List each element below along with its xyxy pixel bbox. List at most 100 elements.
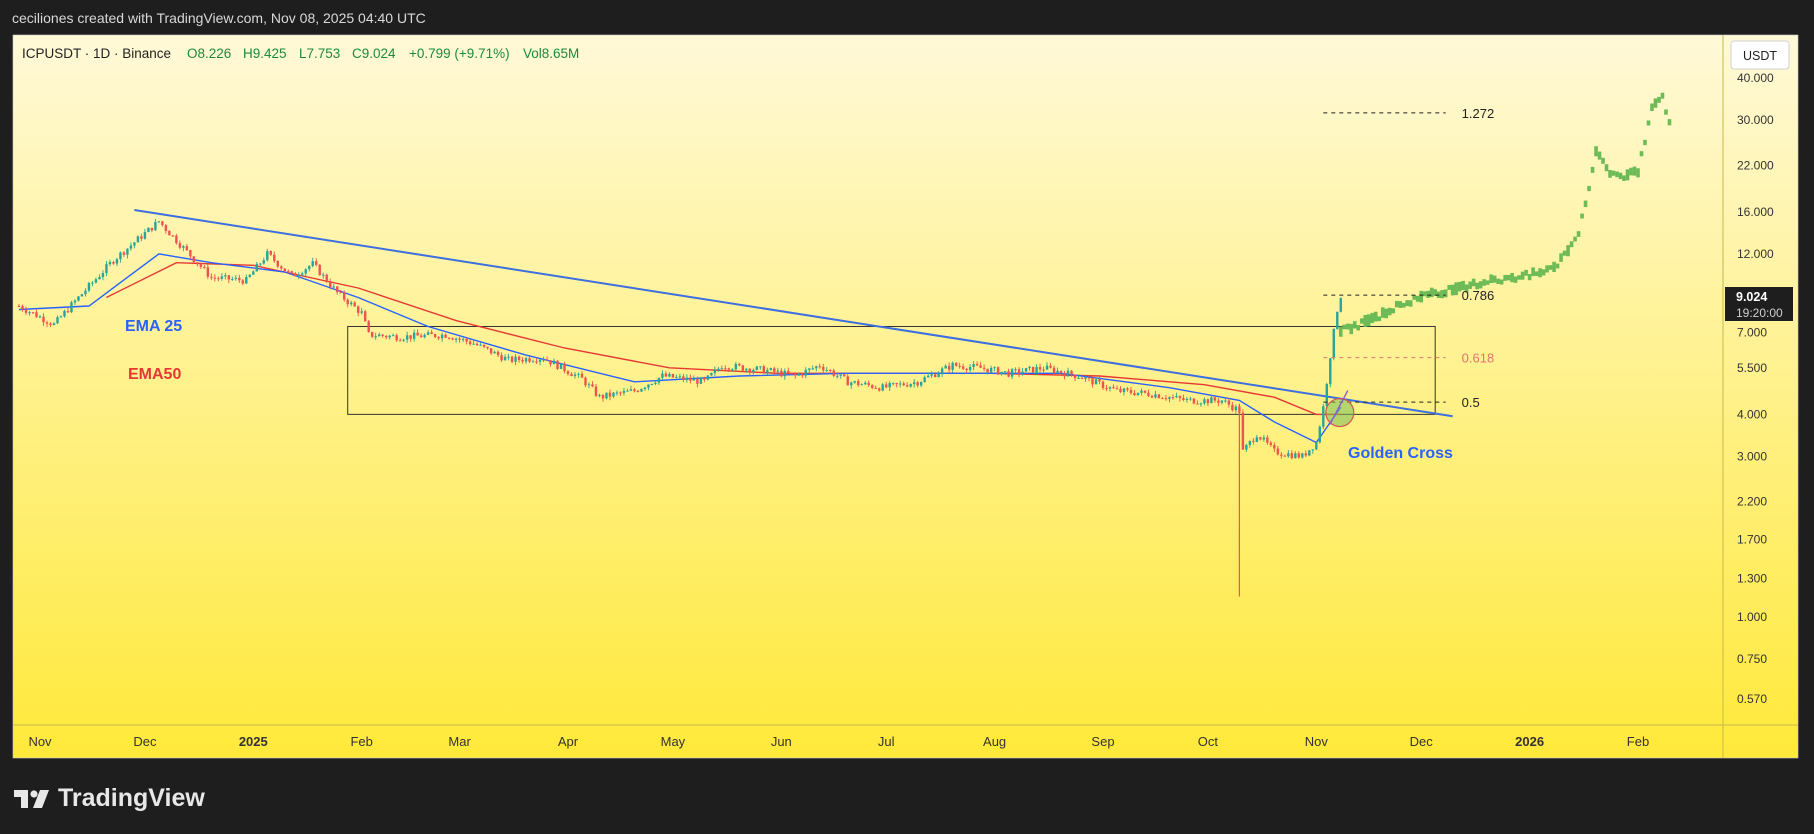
candle-body (454, 338, 458, 340)
price-axis-tick: 0.750 (1737, 652, 1767, 666)
candle-body (713, 369, 717, 373)
price-candle (1280, 451, 1283, 459)
projection-bar (1604, 164, 1609, 172)
candle-body (1329, 358, 1332, 385)
candle-body (891, 382, 895, 384)
candle-body (1192, 398, 1196, 404)
price-axis-tick: 30.000 (1737, 113, 1774, 127)
projection-bar (1408, 300, 1413, 307)
candle-body (566, 371, 570, 374)
projection-bar (1391, 308, 1396, 314)
price-candle (210, 273, 213, 281)
candle-body (1175, 396, 1178, 398)
projection-bar (1552, 261, 1556, 272)
candle-body (269, 250, 272, 255)
price-candle (1241, 409, 1245, 450)
projection-bar (1412, 295, 1417, 300)
candle-body (150, 227, 154, 231)
projection-bar (1611, 170, 1616, 176)
candle-body (650, 383, 654, 385)
projection-bar (1639, 151, 1644, 157)
price-candle (584, 376, 587, 388)
price-candle (752, 368, 755, 375)
candle-body (885, 384, 888, 388)
candle-body (510, 356, 514, 362)
candle-body (975, 364, 979, 366)
candle-body (45, 322, 49, 324)
candle-body (916, 382, 919, 386)
candle-body (878, 388, 881, 391)
candle-body (1315, 442, 1318, 450)
price-candle (822, 363, 825, 374)
candle-body (1266, 437, 1269, 443)
candle-body (675, 376, 678, 378)
candle-body (294, 273, 297, 277)
candle-body (451, 338, 454, 340)
candle-body (1318, 426, 1321, 443)
price-candle (437, 336, 440, 341)
candle-body (682, 376, 685, 380)
candle-body (818, 366, 821, 368)
price-candle (367, 320, 370, 333)
price-candle (129, 242, 133, 251)
projection-bar (1387, 307, 1392, 316)
price-candle (1339, 297, 1342, 313)
candle-body (280, 266, 283, 269)
golden-cross-label: Golden Cross (1348, 445, 1453, 462)
candle-body (1248, 440, 1252, 445)
price-candle (402, 338, 405, 343)
candle-body (405, 335, 409, 340)
price-candle (1273, 442, 1276, 453)
projection-bar (1394, 300, 1399, 308)
price-candle (933, 372, 937, 378)
price-candle (252, 270, 255, 275)
candle-body (234, 277, 238, 279)
candle-body (521, 359, 524, 362)
candle-body (804, 369, 807, 376)
candle-body (752, 369, 755, 373)
candle-body (213, 277, 217, 279)
candle-body (1259, 437, 1262, 440)
price-candle (147, 227, 150, 233)
candle-body (94, 279, 98, 283)
projection-bar (1443, 289, 1448, 298)
price-candle (874, 385, 877, 389)
price-candle (703, 376, 706, 383)
candle-body (325, 274, 328, 283)
price-candle (59, 315, 63, 318)
price-axis-tick: 1.700 (1737, 532, 1767, 546)
candle-body (1073, 374, 1077, 379)
price-candle (38, 314, 42, 318)
price-candle (612, 391, 615, 398)
candle-body (989, 367, 993, 373)
projection-bar (1597, 151, 1602, 160)
candle-body (1255, 437, 1259, 442)
candle-body (699, 377, 703, 384)
price-candle (741, 364, 745, 372)
price-candle (1024, 367, 1028, 372)
price-candle (1059, 370, 1063, 375)
price-candle (1017, 367, 1021, 378)
candle-body (580, 373, 584, 378)
candle-body (343, 292, 346, 300)
candle-body (91, 282, 94, 284)
candle-body (1133, 393, 1136, 396)
price-candle (629, 385, 633, 392)
price-candle (143, 228, 147, 240)
candle-body (206, 267, 210, 277)
price-candle (486, 346, 489, 350)
candle-body (199, 264, 203, 267)
candle-body (661, 373, 664, 378)
candle-body (1171, 397, 1175, 399)
price-candle (507, 353, 510, 361)
price-candle (346, 298, 349, 308)
price-candle (951, 361, 954, 373)
projection-bar (1352, 321, 1357, 329)
currency-button[interactable] (1730, 40, 1790, 70)
candle-body (640, 389, 643, 392)
price-candle (98, 274, 101, 280)
projection-bar (1349, 323, 1354, 335)
price-candle (409, 335, 412, 342)
price-axis-tick: 2.200 (1737, 495, 1767, 509)
